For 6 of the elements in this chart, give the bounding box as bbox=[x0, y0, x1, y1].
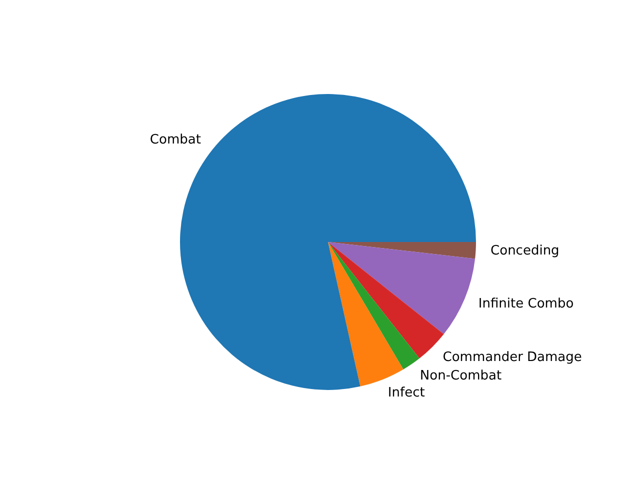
slice-label: Infect bbox=[388, 386, 425, 401]
slice-label: Combat bbox=[150, 132, 201, 148]
slice-label: Commander Damage bbox=[442, 350, 582, 365]
slice-label: Non-Combat bbox=[420, 368, 502, 384]
slice-label: Conceding bbox=[490, 244, 560, 259]
slice-label: Infinite Combo bbox=[478, 296, 574, 312]
